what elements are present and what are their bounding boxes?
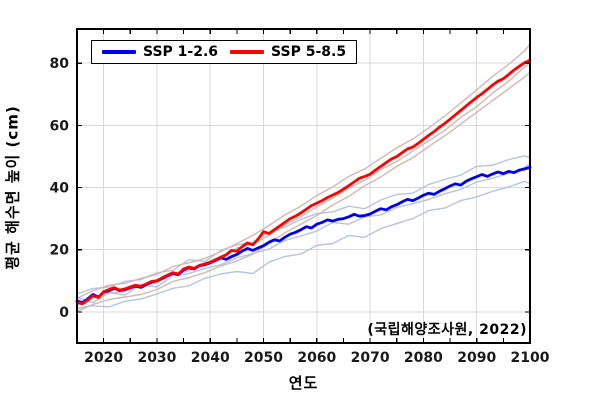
legend-label-ssp126: SSP 1-2.6: [143, 44, 219, 60]
y-axis-title: 평균 해수면 높이 (cm): [3, 105, 22, 270]
x-tick-label-2080: 2080: [404, 350, 443, 366]
source-annotation: (국립해양조사원, 2022): [367, 322, 527, 338]
ensemble-line-ssp585-member-3: [76, 62, 531, 307]
legend: SSP 1-2.6 SSP 5-8.5: [91, 40, 358, 64]
x-tick-label-2100: 2100: [511, 350, 550, 366]
ensemble-line-ssp585-member-2: [76, 71, 531, 312]
legend-item-ssp126: SSP 1-2.6: [102, 44, 218, 60]
x-tick-label-2050: 2050: [244, 350, 283, 366]
legend-item-ssp585: SSP 5-8.5: [230, 44, 346, 60]
x-tick-label-2020: 2020: [84, 350, 123, 366]
ensemble-line-ssp126-member-1: [76, 155, 531, 295]
x-axis-title: 연도: [288, 374, 319, 392]
y-tick-label-40: 40: [50, 181, 70, 197]
ensemble-line-ssp126-member-2: [76, 180, 531, 309]
series-line-SSP 5-8.5: [75, 58, 532, 306]
legend-label-ssp585: SSP 5-8.5: [271, 44, 347, 60]
x-tick-label-2060: 2060: [297, 350, 336, 366]
x-tick-label-2040: 2040: [191, 350, 230, 366]
ensemble-line-ssp585-member-1: [76, 43, 531, 299]
y-tick-label-0: 0: [59, 305, 69, 321]
ssp126-line-swatch: [102, 50, 136, 54]
ensemble-line-ssp126-member-3: [76, 162, 531, 304]
y-tick-label-80: 80: [50, 56, 70, 72]
ssp585-line-swatch: [230, 50, 265, 54]
y-tick-label-20: 20: [50, 243, 70, 259]
y-tick-label-60: 60: [50, 118, 70, 134]
axes-border: [76, 28, 531, 344]
x-tick-label-2090: 2090: [457, 350, 496, 366]
x-tick-label-2070: 2070: [351, 350, 390, 366]
x-tick-label-2030: 2030: [137, 350, 176, 366]
